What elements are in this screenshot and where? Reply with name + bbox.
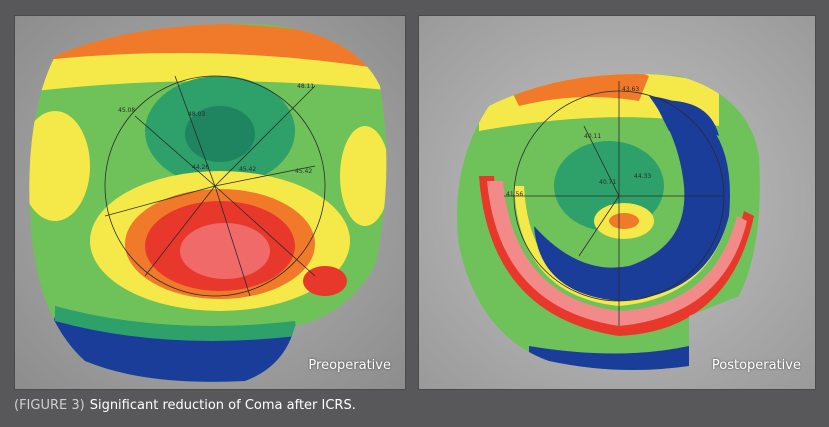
postoperative-map-panel: 43.63 40.11 41.56 40.71 44.33 Postoperat… [418,15,816,390]
topography-colors [29,23,387,382]
measurement-label: 40.71 [599,179,616,186]
measurement-label: 45.42 [239,166,256,173]
measurement-label: 44.33 [634,173,651,180]
optical-zone-circle [104,75,326,297]
measurement-label: 44.26 [192,164,209,171]
preoperative-map-panel: 45.08 48.11 48.03 44.26 45.42 45.42 Preo… [14,15,406,390]
measurement-label: 48.11 [297,83,314,90]
figure-number: (FIGURE 3) [14,398,85,413]
measurement-label: 45.42 [295,168,312,175]
preoperative-label: Preoperative [308,358,391,373]
measurement-labels: 43.63 40.11 41.56 40.71 44.33 [506,86,651,198]
measurement-label: 45.08 [118,107,135,114]
measurement-label: 48.03 [188,111,205,118]
postoperative-label: Postoperative [711,358,801,373]
measurement-label: 40.11 [584,133,601,140]
preoperative-topography-map: 45.08 48.11 48.03 44.26 45.42 45.42 [15,16,405,389]
caption-text: Significant reduction of Coma after ICRS… [89,398,356,413]
measurement-labels: 45.08 48.11 48.03 44.26 45.42 45.42 [118,83,314,175]
topography-colors [457,74,760,370]
measurement-label: 43.63 [622,86,639,93]
measurement-overlay [504,81,725,326]
measurement-label: 41.56 [506,191,523,198]
postoperative-topography-map: 43.63 40.11 41.56 40.71 44.33 [419,16,815,389]
figure-caption: (FIGURE 3) Significant reduction of Coma … [14,398,356,413]
measurement-overlay [104,75,326,297]
